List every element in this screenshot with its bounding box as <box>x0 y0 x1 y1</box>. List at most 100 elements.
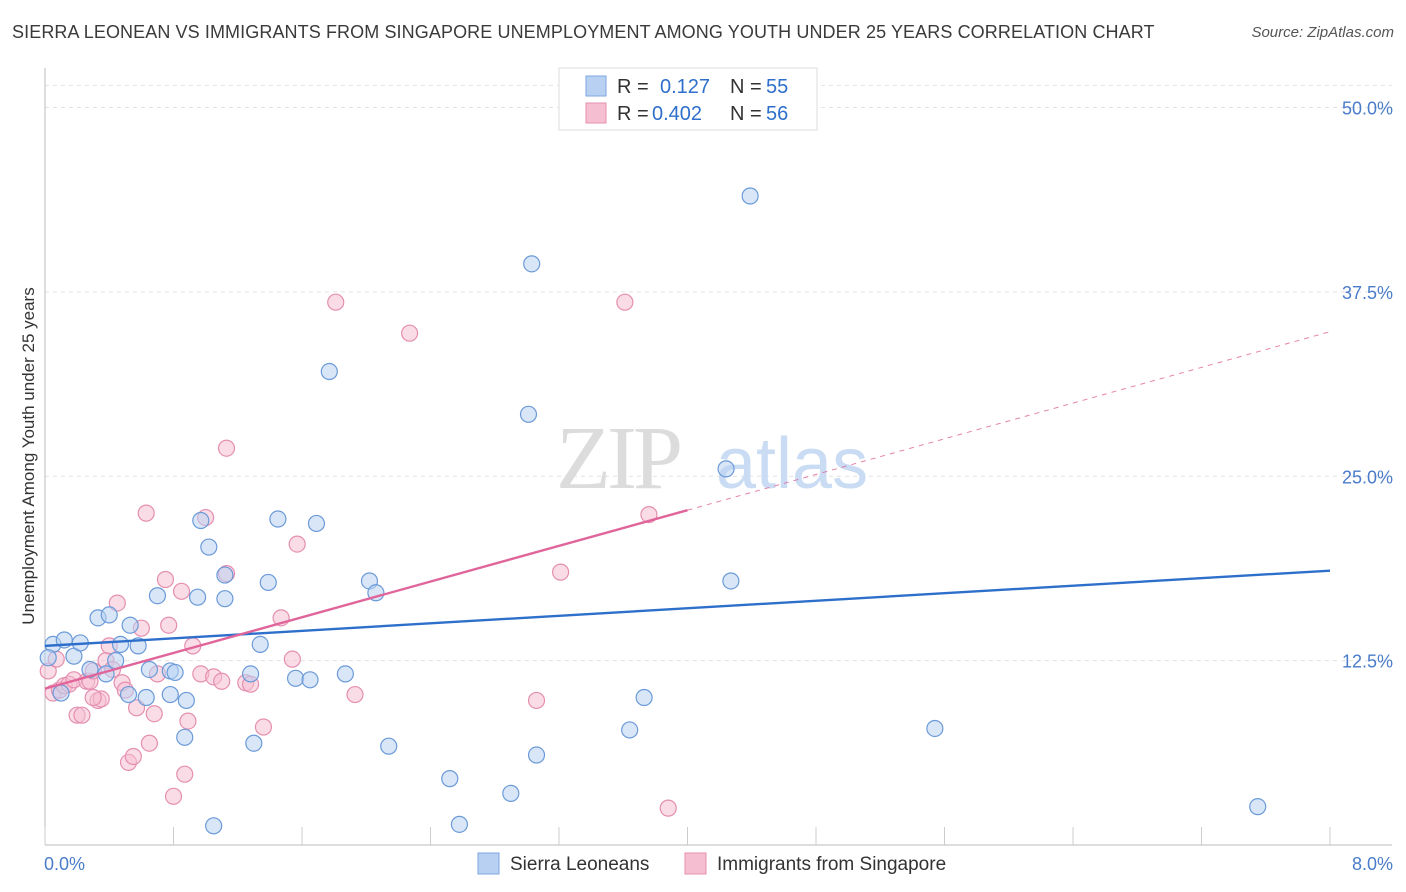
point-sierra-leonean <box>200 538 218 556</box>
point-sierra-leonean <box>216 566 234 584</box>
y-tick-label: 12.5% <box>1342 652 1393 672</box>
point-sierra-leonean <box>301 671 319 689</box>
point-sierra-leonean <box>441 770 459 788</box>
point-singapore <box>254 718 273 736</box>
point-singapore <box>73 706 91 724</box>
point-singapore <box>145 705 163 723</box>
legend-n-value-1: 55 <box>766 76 788 98</box>
legend-swatch-pink <box>585 102 607 124</box>
legend-swatch-blue <box>585 75 607 97</box>
point-sierra-leonean <box>502 784 520 802</box>
point-sierra-leonean <box>269 510 287 528</box>
trend-line-singapore-extension <box>687 331 1331 511</box>
point-sierra-leonean <box>81 660 99 679</box>
trend-line-sierra-leonean <box>44 569 1331 648</box>
point-sierra-leonean <box>119 685 138 704</box>
legend-n-label-2: N = <box>730 103 762 125</box>
point-singapore <box>288 535 306 553</box>
point-sierra-leonean <box>161 685 179 704</box>
point-sierra-leonean <box>307 514 326 533</box>
watermark: ZIP <box>556 409 680 508</box>
point-singapore <box>124 747 142 766</box>
point-sierra-leonean <box>380 737 398 755</box>
watermark-atlas: atlas <box>716 424 868 504</box>
trend-line-singapore <box>44 509 688 690</box>
point-singapore <box>283 650 301 668</box>
bottom-legend-swatch-pink <box>684 852 707 875</box>
point-sierra-leonean <box>148 587 167 605</box>
point-sierra-leonean <box>111 635 130 654</box>
point-singapore <box>140 734 159 752</box>
point-singapore <box>137 504 155 522</box>
legend-r-label-1: R = <box>617 76 649 98</box>
point-sierra-leonean <box>245 734 263 752</box>
point-sierra-leonean <box>176 728 194 746</box>
point-sierra-leonean <box>523 255 541 273</box>
legend-r-label-2: R = <box>617 103 649 125</box>
point-singapore <box>213 672 231 690</box>
legend-r-value-2: 0.402 <box>652 103 702 125</box>
point-sierra-leonean <box>100 606 118 624</box>
point-sierra-leonean <box>336 665 354 683</box>
point-sierra-leonean <box>635 688 653 707</box>
y-tick-label: 37.5% <box>1342 283 1393 303</box>
point-singapore <box>346 685 364 704</box>
point-sierra-leonean <box>527 746 546 764</box>
point-sierra-leonean <box>216 590 234 608</box>
series-sierra-leonean-points <box>39 187 1267 835</box>
point-sierra-leonean <box>259 573 277 592</box>
y-axis-label: Unemployment Among Youth under 25 years <box>19 287 38 624</box>
top-legend: R = 0.127 N = 55 R = 0.402 N = 56 <box>558 67 818 131</box>
bottom-legend-swatch-blue <box>477 852 500 875</box>
point-sierra-leonean <box>205 817 223 835</box>
point-sierra-leonean <box>121 616 139 634</box>
point-sierra-leonean <box>926 719 944 738</box>
bottom-legend-label-1: Sierra Leoneans <box>510 854 649 875</box>
point-sierra-leonean <box>52 684 70 702</box>
point-singapore <box>108 594 126 612</box>
point-sierra-leonean <box>129 637 147 655</box>
chart-source: Source: ZipAtlas.com <box>1251 24 1394 41</box>
point-sierra-leonean <box>192 511 210 530</box>
point-singapore <box>84 688 102 707</box>
point-sierra-leonean <box>722 572 740 590</box>
axes <box>44 68 1392 846</box>
point-sierra-leonean <box>137 688 155 707</box>
point-sierra-leonean <box>251 635 269 654</box>
bottom-legend: Sierra Leoneans Immigrants from Singapor… <box>477 852 946 875</box>
point-sierra-leonean <box>450 815 469 833</box>
point-singapore <box>164 787 183 805</box>
point-sierra-leonean <box>320 362 338 381</box>
bottom-legend-label-2: Immigrants from Singapore <box>717 854 946 875</box>
trend-lines <box>44 331 1331 690</box>
gridlines <box>45 84 1392 662</box>
point-sierra-leonean <box>39 649 57 667</box>
point-sierra-leonean <box>621 721 639 739</box>
point-singapore <box>616 293 634 311</box>
point-singapore <box>172 582 191 600</box>
point-singapore <box>217 439 236 457</box>
legend-n-value-2: 56 <box>766 103 788 125</box>
point-sierra-leonean <box>286 669 305 687</box>
x-tick-label-min: 0.0% <box>44 854 85 874</box>
y-tick-label: 50.0% <box>1342 99 1393 119</box>
legend-r-value-1: 0.127 <box>660 76 710 98</box>
point-sierra-leonean <box>177 691 195 710</box>
x-tick-label-max: 8.0% <box>1352 854 1393 874</box>
series-singapore-points <box>39 293 677 817</box>
point-singapore <box>659 799 677 817</box>
point-singapore <box>160 616 178 634</box>
point-singapore <box>552 563 570 581</box>
point-sierra-leonean <box>519 405 538 423</box>
point-sierra-leonean <box>1249 798 1267 816</box>
point-sierra-leonean <box>242 665 260 683</box>
tick-labels: 12.5% 25.0% 37.5% 50.0% 0.0% 8.0% <box>44 99 1393 875</box>
point-sierra-leonean <box>741 187 759 205</box>
point-singapore <box>176 765 194 783</box>
y-tick-label: 25.0% <box>1342 467 1393 487</box>
point-singapore <box>179 712 197 730</box>
point-singapore <box>401 324 419 342</box>
point-singapore <box>527 691 546 710</box>
point-singapore <box>327 293 345 311</box>
